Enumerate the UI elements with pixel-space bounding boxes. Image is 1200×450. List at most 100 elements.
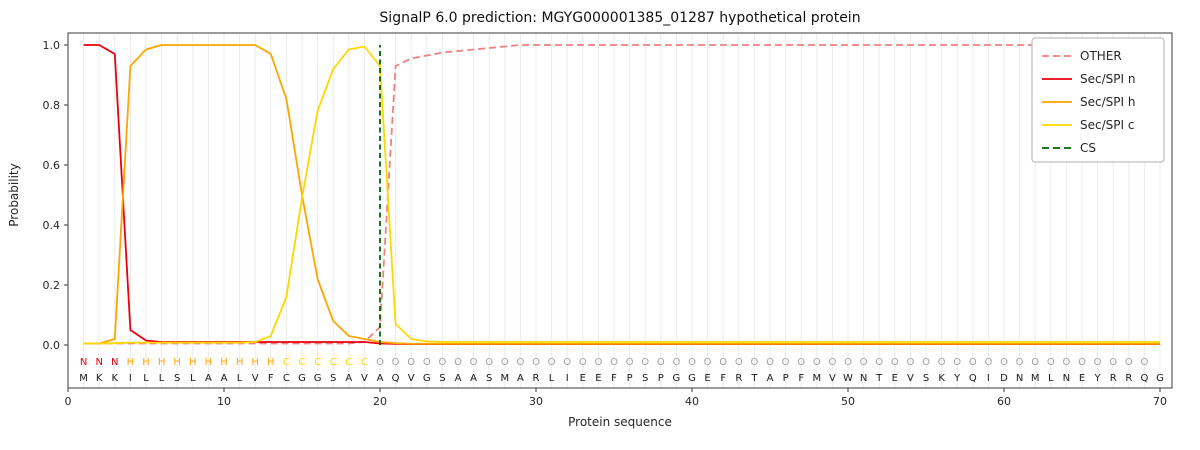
legend-label-sec-spi-h: Sec/SPI h [1080,95,1135,109]
svg-text:Q: Q [969,373,977,384]
svg-text:P: P [783,373,789,384]
series-other [83,44,1160,345]
legend-label-sec-spi-n: Sec/SPI n [1080,72,1135,86]
svg-text:L: L [143,373,149,384]
svg-text:R: R [735,373,742,384]
svg-text:O: O [1000,357,1008,368]
svg-text:E: E [892,373,898,384]
svg-text:O: O [392,357,400,368]
svg-text:N: N [860,373,867,384]
svg-text:H: H [267,357,275,368]
svg-text:O: O [875,357,883,368]
svg-text:P: P [658,373,664,384]
svg-text:O: O [657,357,665,368]
svg-text:A: A [517,373,524,384]
svg-text:O: O [501,357,509,368]
svg-text:O: O [735,357,743,368]
svg-text:O: O [766,357,774,368]
svg-text:O: O [1031,357,1039,368]
legend-label-cs: CS [1080,141,1096,155]
svg-text:D: D [1000,373,1008,384]
svg-text:H: H [158,357,166,368]
svg-text:N: N [1063,373,1070,384]
svg-text:O: O [470,357,478,368]
svg-text:O: O [438,357,446,368]
svg-text:Y: Y [1094,373,1102,384]
svg-text:L: L [1048,373,1054,384]
svg-text:C: C [345,357,352,368]
svg-text:L: L [549,373,555,384]
svg-text:K: K [112,373,119,384]
svg-text:F: F [720,373,726,384]
svg-text:H: H [173,357,181,368]
svg-text:V: V [829,373,836,384]
svg-text:O: O [844,357,852,368]
svg-text:30: 30 [529,395,543,408]
svg-text:A: A [205,373,212,384]
svg-text:10: 10 [217,395,231,408]
svg-text:H: H [220,357,228,368]
svg-text:T: T [875,373,883,384]
svg-text:O: O [969,357,977,368]
svg-text:O: O [641,357,649,368]
svg-text:G: G [673,373,681,384]
svg-text:O: O [704,357,712,368]
svg-text:C: C [299,357,306,368]
svg-text:E: E [595,373,601,384]
svg-text:0.4: 0.4 [43,219,61,232]
svg-text:R: R [1125,373,1132,384]
svg-text:O: O [813,357,821,368]
svg-text:O: O [984,357,992,368]
svg-text:C: C [330,357,337,368]
svg-text:70: 70 [1153,395,1167,408]
svg-text:O: O [1016,357,1024,368]
svg-text:W: W [843,373,853,384]
svg-text:H: H [127,357,135,368]
svg-text:O: O [563,357,571,368]
svg-text:M: M [1031,373,1040,384]
svg-text:S: S [923,373,929,384]
svg-text:0: 0 [65,395,72,408]
svg-text:S: S [174,373,180,384]
svg-text:0.2: 0.2 [43,279,61,292]
svg-text:L: L [159,373,165,384]
svg-text:T: T [750,373,758,384]
svg-text:C: C [283,373,290,384]
svg-text:H: H [189,357,197,368]
svg-text:O: O [532,357,540,368]
svg-text:G: G [314,373,322,384]
svg-text:O: O [1140,357,1148,368]
svg-text:O: O [797,357,805,368]
svg-text:G: G [688,373,696,384]
svg-text:A: A [470,373,477,384]
svg-text:O: O [719,357,727,368]
svg-text:O: O [750,357,758,368]
svg-text:O: O [594,357,602,368]
series-sec-spi-n [83,44,1160,346]
svg-text:N: N [80,357,87,368]
svg-text:O: O [548,357,556,368]
legend-label-other: OTHER [1080,49,1122,63]
svg-text:E: E [704,373,710,384]
svg-text:1.0: 1.0 [43,39,61,52]
svg-text:F: F [798,373,804,384]
svg-text:O: O [891,357,899,368]
svg-text:0.0: 0.0 [43,339,61,352]
svg-text:O: O [610,357,618,368]
svg-text:A: A [455,373,462,384]
svg-text:A: A [767,373,774,384]
svg-text:K: K [938,373,945,384]
svg-text:O: O [860,357,868,368]
svg-text:O: O [906,357,914,368]
svg-text:O: O [516,357,524,368]
svg-text:O: O [485,357,493,368]
probability-series-lines [83,44,1160,346]
svg-text:O: O [1047,357,1055,368]
svg-text:O: O [688,357,696,368]
svg-text:O: O [454,357,462,368]
svg-text:I: I [566,373,569,384]
svg-text:M: M [812,373,821,384]
series-sec-spi-h [83,44,1160,345]
svg-text:C: C [314,357,321,368]
